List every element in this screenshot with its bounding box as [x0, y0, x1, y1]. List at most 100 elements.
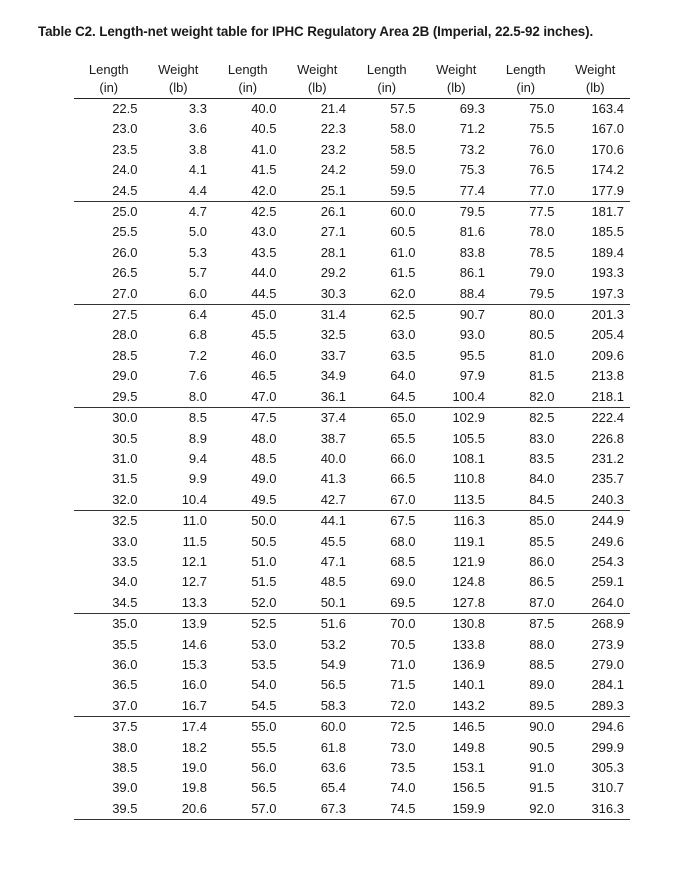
weight-cell: 71.2 [459, 121, 485, 137]
length-cell: 69.0 [390, 574, 416, 590]
table-row: 32.5 11.0 50.0 44.1 67.5 116.3 85.0 244.9 [74, 511, 630, 532]
length-cell: 34.0 [112, 574, 138, 590]
length-cell: 47.5 [251, 410, 277, 426]
table-row: 29.5 8.0 47.0 36.1 64.5 100.4 82.0 218.1 [74, 386, 630, 409]
length-cell: 78.0 [529, 224, 555, 240]
weight-cell: 3.8 [188, 141, 207, 157]
weight-cell: 259.1 [591, 574, 624, 590]
weight-cell: 14.6 [181, 636, 207, 652]
weight-cell: 11.5 [182, 533, 207, 549]
length-cell: 88.0 [529, 636, 555, 652]
length-cell: 36.0 [112, 656, 138, 672]
length-cell: 40.5 [251, 121, 277, 137]
length-cell: 63.5 [390, 347, 416, 363]
length-cell: 35.5 [112, 636, 138, 652]
length-cell: 74.5 [352, 798, 422, 821]
weight-cell: 21.4 [320, 101, 346, 116]
length-cell: 49.5 [213, 489, 283, 512]
length-cell: 92.0 [491, 798, 561, 821]
length-cell: 72.5 [390, 719, 416, 735]
length-cell: 46.0 [251, 347, 277, 363]
table-row: 22.5 3.3 40.0 21.4 57.5 69.3 75.0 163.4 [74, 99, 630, 120]
weight-cell: 159.9 [421, 798, 491, 821]
length-cell: 83.0 [529, 430, 555, 446]
weight-cell: 79.5 [459, 204, 485, 220]
length-cell: 61.0 [390, 244, 416, 260]
weight-cell: 174.2 [591, 162, 624, 178]
length-cell: 91.0 [529, 760, 555, 775]
weight-cell: 133.8 [452, 636, 485, 652]
weight-cell: 235.7 [591, 471, 624, 487]
weight-cell: 3.3 [188, 101, 207, 116]
length-cell: 86.0 [529, 553, 555, 569]
weight-cell: 105.5 [452, 430, 485, 446]
length-cell: 53.5 [251, 656, 277, 672]
length-cell: 87.5 [529, 616, 555, 632]
length-cell: 25.0 [112, 204, 138, 220]
length-cell: 26.5 [112, 265, 138, 281]
table-row: 30.0 8.5 47.5 37.4 65.0 102.9 82.5 222.4 [74, 408, 630, 429]
length-cell: 44.0 [251, 265, 277, 281]
weight-cell: 50.1 [282, 592, 352, 615]
weight-cell: 38.7 [320, 430, 346, 446]
weight-cell: 22.3 [320, 121, 346, 137]
weight-cell: 167.0 [591, 121, 624, 137]
length-cell: 22.5 [112, 101, 138, 116]
weight-cell: 48.5 [320, 574, 346, 590]
length-cell: 37.5 [112, 719, 138, 735]
weight-cell: 4.1 [188, 162, 207, 178]
length-weight-table: Length Weight Length Weight Length Weight Leng… [74, 61, 630, 821]
table-row: 31.5 9.9 49.0 41.3 66.5 110.8 84.0 235.7 [74, 469, 630, 489]
weight-cell: 20.6 [143, 798, 213, 821]
table-row: 23.0 3.6 40.5 22.3 58.0 71.2 75.5 167.0 [74, 119, 630, 139]
length-cell: 61.5 [390, 265, 416, 281]
column-unit-length: (in) [74, 79, 144, 99]
weight-cell: 40.0 [320, 450, 346, 466]
table-row: 37.0 16.7 54.5 58.3 72.0 143.2 89.5 289.3 [74, 695, 630, 718]
table-row: 24.5 4.4 42.0 25.1 59.5 77.4 77.0 177.9 [74, 180, 630, 203]
table-row: 35.5 14.6 53.0 53.2 70.5 133.8 88.0 273.9 [74, 635, 630, 655]
weight-cell: 61.8 [320, 739, 346, 755]
table-row: 26.0 5.3 43.5 28.1 61.0 83.8 78.5 189.4 [74, 243, 630, 263]
weight-cell: 15.3 [181, 656, 207, 672]
weight-cell: 13.9 [181, 616, 207, 632]
length-cell: 70.5 [390, 636, 416, 652]
length-cell: 48.0 [251, 430, 277, 446]
length-cell: 52.5 [251, 616, 277, 632]
weight-cell: 273.9 [591, 636, 624, 652]
weight-cell: 42.7 [282, 489, 352, 512]
weight-cell: 65.4 [320, 780, 346, 796]
length-cell: 89.5 [491, 695, 561, 718]
length-cell: 52.0 [213, 592, 283, 615]
length-cell: 90.0 [529, 719, 555, 735]
weight-cell: 240.3 [560, 489, 630, 512]
weight-cell: 201.3 [591, 307, 624, 323]
length-cell: 81.0 [529, 347, 555, 363]
weight-cell: 193.3 [591, 265, 624, 281]
length-cell: 39.5 [74, 798, 144, 821]
length-cell: 38.0 [112, 739, 138, 755]
length-cell: 71.0 [390, 656, 416, 672]
length-cell: 30.5 [112, 430, 138, 446]
length-cell: 74.0 [390, 780, 416, 796]
length-cell: 79.5 [491, 283, 561, 306]
table-row: 35.0 13.9 52.5 51.6 70.0 130.8 87.5 268.9 [74, 614, 630, 635]
weight-cell: 41.3 [320, 471, 346, 487]
table-row: 29.0 7.6 46.5 34.9 64.0 97.9 81.5 213.8 [74, 366, 630, 386]
length-cell: 83.5 [529, 450, 555, 466]
length-cell: 44.5 [213, 283, 283, 306]
length-cell: 81.5 [529, 368, 555, 384]
weight-cell: 113.5 [421, 489, 491, 512]
length-cell: 67.0 [352, 489, 422, 512]
weight-cell: 17.4 [181, 719, 207, 735]
length-cell: 64.0 [390, 368, 416, 384]
length-cell: 76.0 [529, 141, 555, 157]
column-header-weight: Weight [158, 62, 199, 77]
weight-cell: 119.1 [453, 533, 485, 549]
weight-cell: 146.5 [452, 719, 485, 735]
weight-cell: 268.9 [591, 616, 624, 632]
weight-cell: 58.3 [282, 695, 352, 718]
weight-cell: 218.1 [560, 386, 630, 409]
length-cell: 46.5 [251, 368, 277, 384]
weight-cell: 88.4 [421, 283, 491, 306]
